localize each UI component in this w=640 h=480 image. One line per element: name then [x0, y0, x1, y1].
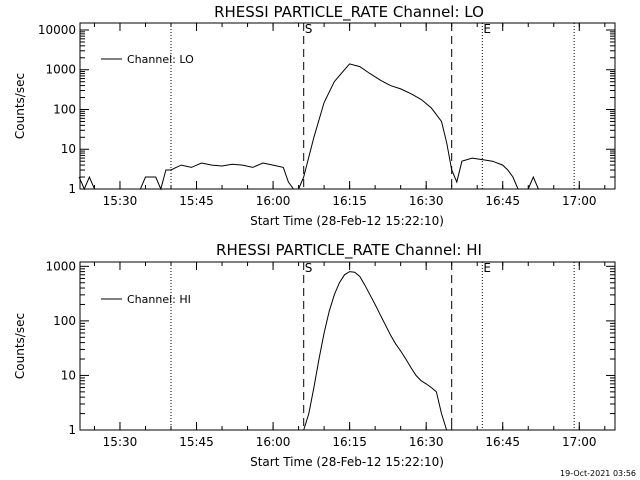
top-marker-label-s: S	[305, 22, 313, 36]
top-x-tick-label: 15:45	[179, 194, 214, 208]
bottom-y-tick-label: 1	[68, 423, 76, 437]
bottom-x-tick-label: 17:00	[562, 435, 597, 449]
bottom-panel: RHESSI PARTICLE_RATE Channel: HI 1101001…	[13, 241, 616, 469]
top-x-tick-label: 17:00	[562, 194, 597, 208]
bottom-y-axis-label: Counts/sec	[13, 313, 27, 379]
top-y-tick-label: 1000	[45, 63, 76, 77]
bottom-x-axis-label: Start Time (28-Feb-12 15:22:10)	[250, 455, 444, 469]
bottom-x-tick-label: 16:45	[485, 435, 520, 449]
top-series-line-0	[78, 63, 539, 191]
top-marker-label-e: E	[483, 22, 491, 36]
bottom-plot-frame	[79, 261, 616, 431]
bottom-x-tick-label: 16:30	[409, 435, 444, 449]
top-x-tick-label: 15:30	[103, 194, 138, 208]
top-y-tick-label: 1	[68, 182, 76, 196]
bottom-x-tick-label: 15:45	[179, 435, 214, 449]
top-panel: RHESSI PARTICLE_RATE Channel: LO 1101001…	[13, 3, 616, 228]
top-legend-label: Channel: LO	[127, 53, 194, 66]
top-plot-frame	[79, 22, 616, 190]
bottom-x-tick-label: 15:30	[103, 435, 138, 449]
top-x-tick-label: 16:45	[485, 194, 520, 208]
top-x-tick-label: 16:00	[256, 194, 291, 208]
bottom-legend-label: Channel: HI	[127, 293, 191, 306]
top-x-tick-label: 16:15	[332, 194, 367, 208]
bottom-marker-label-s: S	[305, 261, 313, 275]
bottom-chart-title: RHESSI PARTICLE_RATE Channel: HI	[216, 241, 482, 260]
top-y-axis-label: Counts/sec	[13, 73, 27, 139]
bottom-chart-marks: 1 10 100 1000 15:30 15:45 16:00 16:15 16:30 16:45…	[45, 259, 615, 449]
bottom-y-tick-label: 100	[53, 314, 76, 328]
top-chart-marks: 1 10 100 1000 10000 15:30 15:45 16:00 16:15 16:30…	[38, 22, 615, 208]
top-y-tick-label: 10000	[38, 23, 76, 37]
top-x-axis-label: Start Time (28-Feb-12 15:22:10)	[250, 214, 444, 228]
bottom-x-tick-label: 16:15	[332, 435, 367, 449]
bottom-y-tick-label: 10	[61, 368, 76, 382]
bottom-marker-label-e: E	[483, 261, 491, 275]
bottom-series-line-0	[303, 271, 448, 431]
top-x-tick-label: 16:30	[409, 194, 444, 208]
bottom-x-tick-label: 16:00	[256, 435, 291, 449]
footer-timestamp: 19-Oct-2021 03:56	[560, 469, 636, 478]
top-y-tick-label: 100	[53, 102, 76, 116]
top-y-tick-label: 10	[61, 142, 76, 156]
bottom-y-tick-label: 1000	[45, 259, 76, 273]
top-chart-title: RHESSI PARTICLE_RATE Channel: LO	[214, 3, 484, 22]
